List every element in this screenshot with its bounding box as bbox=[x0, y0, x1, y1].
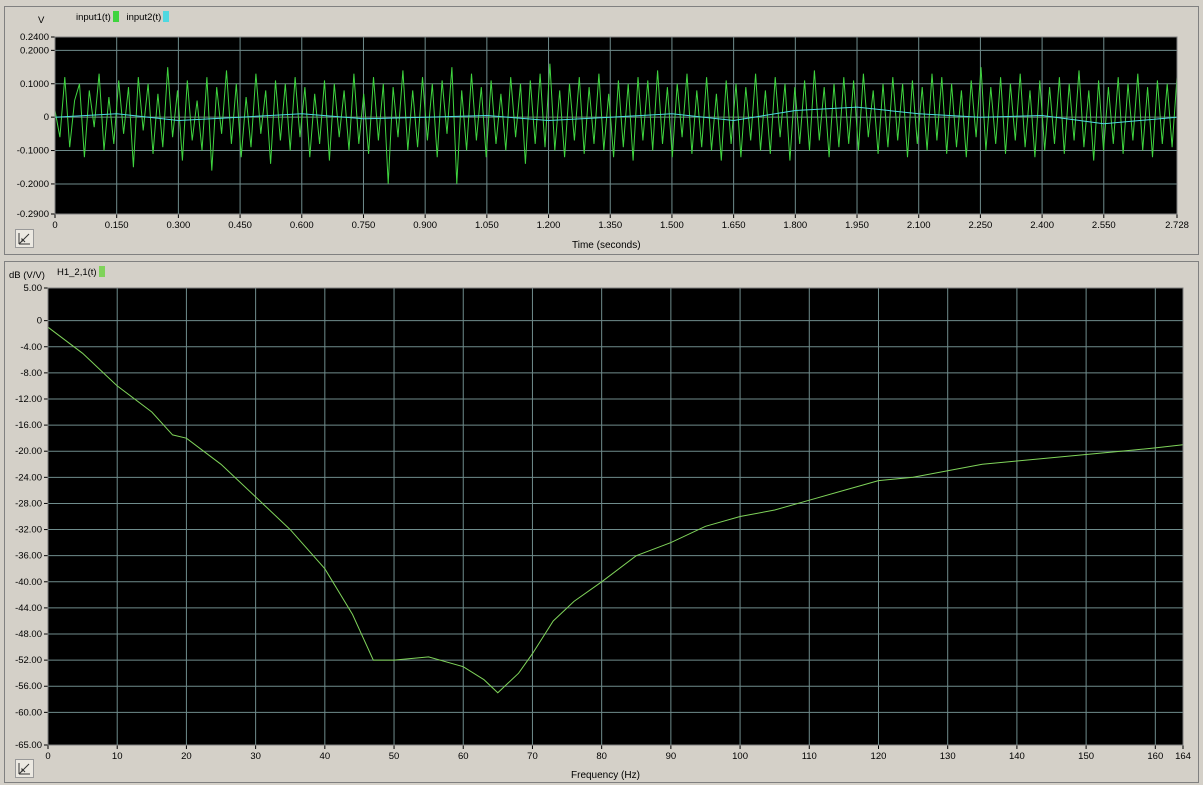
y-tick-label: -28.00 bbox=[15, 498, 42, 509]
y-tick-label: 5.00 bbox=[24, 283, 43, 294]
chart-tool-button[interactable] bbox=[15, 229, 34, 248]
x-tick-label: 164 bbox=[1175, 751, 1191, 762]
legend-label-input2: input2(t) bbox=[126, 12, 162, 23]
x-tick-label: 2.550 bbox=[1092, 220, 1116, 231]
x-tick-label: 1.200 bbox=[537, 220, 561, 231]
x-tick-label: 70 bbox=[527, 751, 538, 762]
x-tick-label: 120 bbox=[871, 751, 887, 762]
x-tick-label: 10 bbox=[112, 751, 123, 762]
series-line-input2-t bbox=[54, 106, 1178, 125]
y-tick-label: 0.2400 bbox=[20, 32, 49, 43]
x-tick-label: 0.300 bbox=[166, 220, 190, 231]
plot-border bbox=[47, 287, 1184, 746]
time-plot-panel: V input1(t) input2(t) 0 0.150 0.300 0.450 0.… bbox=[4, 6, 1199, 255]
x-tick-label: 90 bbox=[666, 751, 677, 762]
legend-swatch-input2 bbox=[163, 11, 170, 22]
y-tick-label: -56.00 bbox=[15, 681, 42, 692]
chart-tool-button[interactable] bbox=[15, 759, 34, 778]
legend-swatch-input1 bbox=[112, 11, 119, 22]
time-domain-chart: 0 0.150 0.300 0.450 0.600 0.750 0.900 1.050 1.20… bbox=[17, 32, 1189, 231]
x-tick-label: 0.450 bbox=[228, 220, 252, 231]
y-tick-label: 0.1000 bbox=[20, 79, 49, 90]
y-tick-label: 0.2000 bbox=[20, 45, 49, 56]
x-tick-label: 1.350 bbox=[598, 220, 622, 231]
legend: H1_2,1(t) bbox=[57, 266, 110, 278]
x-tick-label: 2.100 bbox=[907, 220, 931, 231]
x-tick-label: 1.050 bbox=[475, 220, 499, 231]
x-tick-label: 0.600 bbox=[290, 220, 314, 231]
series-line-h1-2-1-t bbox=[47, 326, 1184, 694]
x-tick-label: 2.250 bbox=[969, 220, 993, 231]
y-tick-label: -48.00 bbox=[15, 629, 42, 640]
y-tick-label: -0.2000 bbox=[17, 179, 49, 190]
y-tick-label: -65.00 bbox=[15, 740, 42, 751]
x-tick-label: 0.150 bbox=[105, 220, 129, 231]
x-tick-label: 1.650 bbox=[722, 220, 746, 231]
y-axis-label: V bbox=[38, 15, 45, 26]
legend-swatch-h1 bbox=[98, 266, 105, 277]
chart-tool-icon bbox=[18, 233, 30, 245]
legend: input1(t) input2(t) bbox=[76, 11, 174, 23]
x-tick-label: 30 bbox=[250, 751, 261, 762]
y-tick-label: -0.1000 bbox=[17, 146, 49, 157]
y-tick-label: 0 bbox=[37, 316, 42, 327]
y-tick-label: -12.00 bbox=[15, 394, 42, 405]
x-tick-label: 100 bbox=[732, 751, 748, 762]
x-tick-label: 2.400 bbox=[1030, 220, 1054, 231]
y-tick-label: -32.00 bbox=[15, 525, 42, 536]
x-tick-label: 0 bbox=[52, 220, 57, 231]
x-tick-label: 1.950 bbox=[845, 220, 869, 231]
y-tick-label: -36.00 bbox=[15, 551, 42, 562]
x-tick-label: 140 bbox=[1009, 751, 1025, 762]
x-tick-label: 2.728 bbox=[1165, 220, 1189, 231]
y-tick-label: 0 bbox=[44, 112, 49, 123]
plot-border bbox=[54, 36, 1178, 215]
x-tick-label: 0.900 bbox=[413, 220, 437, 231]
y-tick-label: -52.00 bbox=[15, 655, 42, 666]
y-axis-label: dB (V/V) bbox=[9, 270, 45, 281]
y-tick-label: -20.00 bbox=[15, 446, 42, 457]
legend-label-input1: input1(t) bbox=[76, 12, 111, 23]
frequency-plot-panel: dB (V/V) H1_2,1(t) 0 10 20 30 40 50 60 70 80 90 10… bbox=[4, 261, 1199, 783]
x-tick-label: 80 bbox=[596, 751, 607, 762]
x-tick-label: 50 bbox=[389, 751, 400, 762]
y-tick-label: -8.00 bbox=[20, 368, 42, 379]
x-tick-label: 130 bbox=[940, 751, 956, 762]
x-tick-label: 1.500 bbox=[660, 220, 684, 231]
x-axis-title: Time (seconds) bbox=[572, 240, 641, 251]
x-axis-title: Frequency (Hz) bbox=[571, 770, 640, 781]
plot-area bbox=[48, 288, 1183, 745]
y-tick-label: -24.00 bbox=[15, 472, 42, 483]
x-tick-label: 40 bbox=[320, 751, 331, 762]
frequency-response-chart: 0 10 20 30 40 50 60 70 80 90 100 110 120 130 140 150 160… bbox=[15, 283, 1191, 762]
chart-tool-icon bbox=[18, 763, 30, 775]
x-tick-label: 20 bbox=[181, 751, 192, 762]
y-tick-label: -44.00 bbox=[15, 603, 42, 614]
x-tick-label: 150 bbox=[1078, 751, 1094, 762]
y-tick-label: -60.00 bbox=[15, 707, 42, 718]
legend-label-h1: H1_2,1(t) bbox=[57, 267, 97, 278]
x-tick-label: 0 bbox=[45, 751, 50, 762]
y-tick-label: -4.00 bbox=[20, 342, 42, 353]
y-tick-label: -0.2900 bbox=[17, 209, 49, 220]
x-tick-label: 60 bbox=[458, 751, 469, 762]
x-tick-label: 160 bbox=[1147, 751, 1163, 762]
x-tick-label: 110 bbox=[802, 751, 817, 762]
y-tick-label: -16.00 bbox=[15, 420, 42, 431]
series-line-input1-t bbox=[54, 63, 1178, 184]
x-tick-label: 0.750 bbox=[352, 220, 376, 231]
y-tick-label: -40.00 bbox=[15, 577, 42, 588]
x-tick-label: 1.800 bbox=[783, 220, 807, 231]
